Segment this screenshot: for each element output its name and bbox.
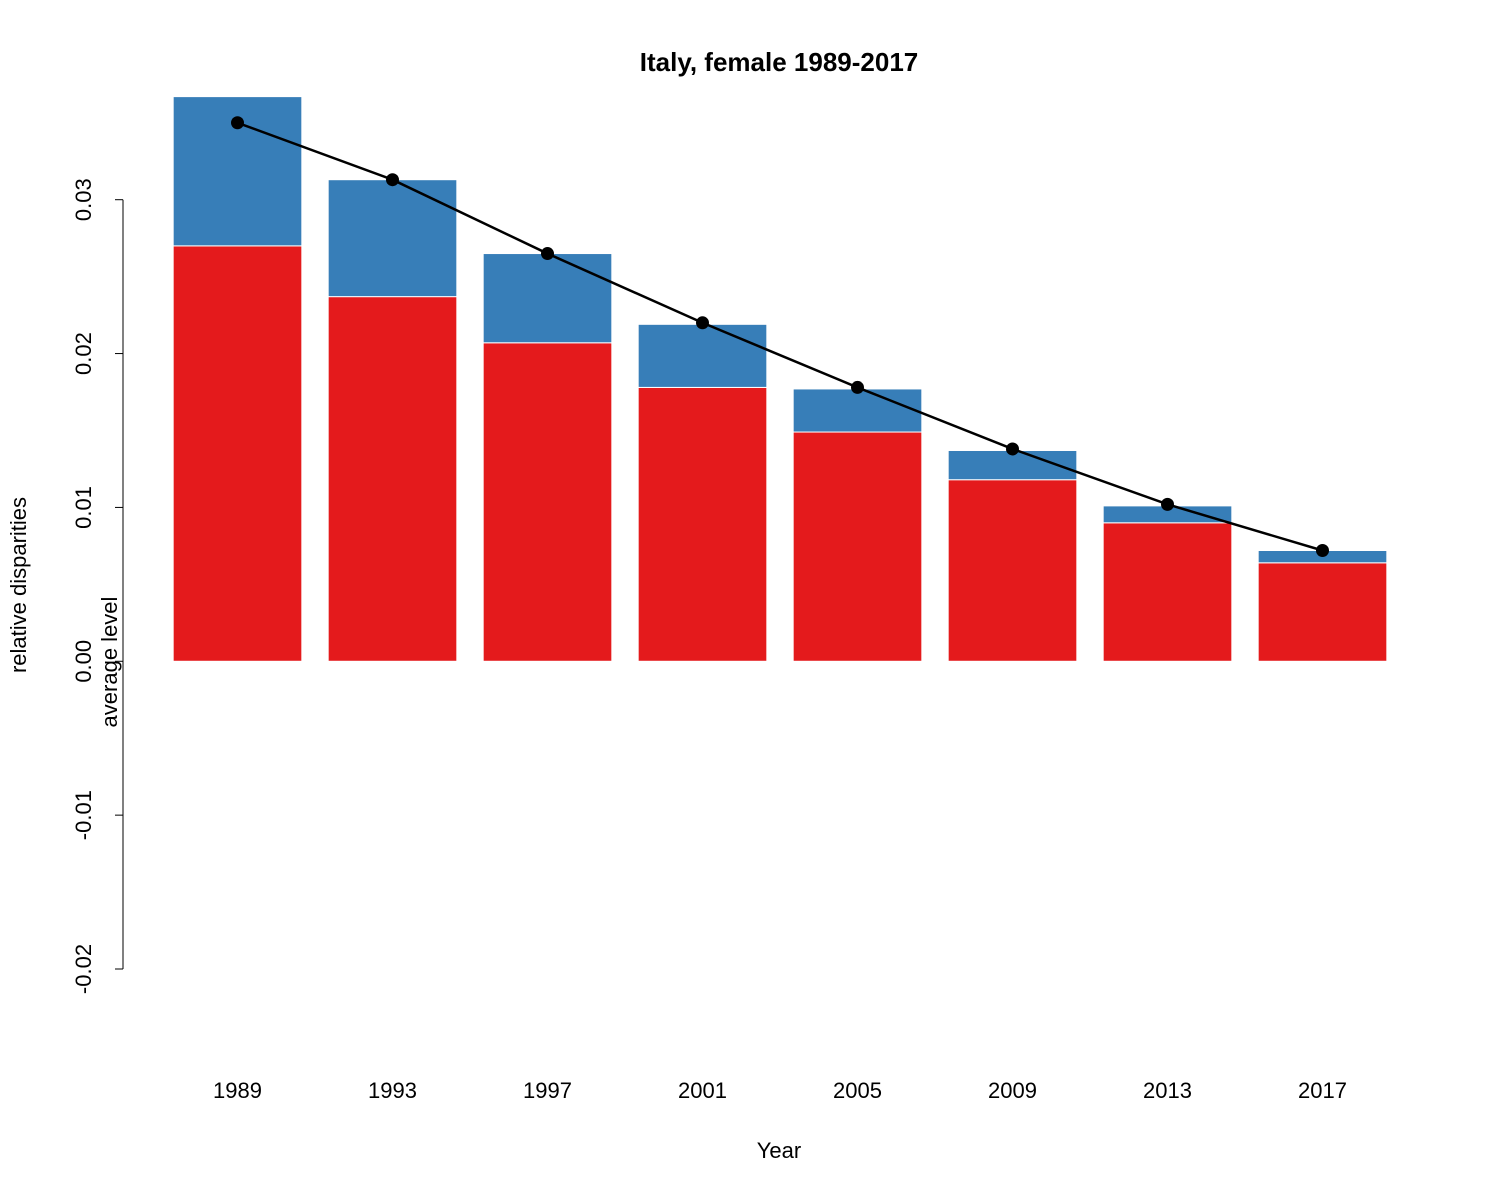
x-tick-label: 1997 (523, 1078, 572, 1103)
x-tick-label: 2001 (678, 1078, 727, 1103)
bar-segment (1257, 562, 1388, 662)
y-tick-label: 0.02 (71, 332, 96, 375)
y-tick-label: 0.03 (71, 178, 96, 221)
x-tick-label: 2005 (833, 1078, 882, 1103)
x-tick-label: 2013 (1143, 1078, 1192, 1103)
bar-segment (1102, 522, 1233, 662)
x-tick-label: 1993 (368, 1078, 417, 1103)
average-point (696, 316, 709, 330)
average-point (1006, 442, 1019, 456)
average-point (386, 173, 399, 187)
y-axis-label-2: average level (97, 597, 122, 728)
average-point (541, 247, 554, 261)
y-tick-label: -0.02 (71, 944, 96, 994)
bar-segment (637, 323, 768, 388)
average-point (1316, 544, 1329, 558)
x-tick-label: 2017 (1298, 1078, 1347, 1103)
bar-segment (327, 296, 458, 662)
bar-segment (327, 179, 458, 298)
y-axis-label: relative disparities (6, 497, 31, 673)
average-point (1161, 497, 1174, 511)
y-tick-label: -0.01 (71, 790, 96, 840)
x-tick-label: 2009 (988, 1078, 1037, 1103)
average-line (237, 121, 1323, 552)
x-axis-label: Year (757, 1138, 801, 1163)
bar-segment (637, 386, 768, 662)
average-point (231, 116, 244, 130)
y-tick-label: 0.00 (71, 640, 96, 683)
bar-segment (792, 431, 923, 662)
average-point (851, 380, 864, 394)
bar-segment (482, 253, 613, 344)
bar-segment (947, 479, 1078, 662)
chart-title: Italy, female 1989-2017 (640, 47, 918, 77)
y-tick-label: 0.01 (71, 486, 96, 529)
bar-segment (172, 245, 303, 662)
bar-segment (792, 388, 923, 433)
bar-segment (482, 342, 613, 662)
x-tick-label: 1989 (213, 1078, 262, 1103)
